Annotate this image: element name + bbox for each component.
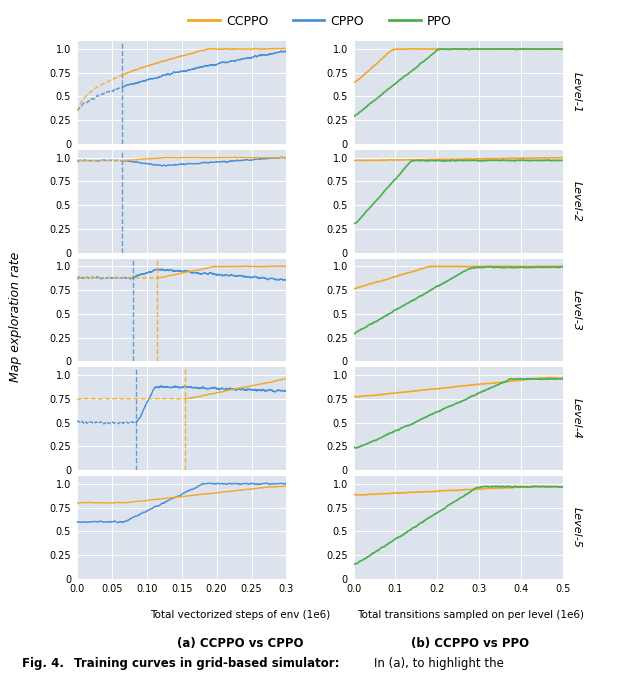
Text: Total vectorized steps of env (1e6): Total vectorized steps of env (1e6) xyxy=(150,610,330,620)
Text: Map exploration rate: Map exploration rate xyxy=(10,251,22,382)
Text: Level-3: Level-3 xyxy=(572,289,582,331)
Text: (a) CCPPO vs CPPO: (a) CCPPO vs CPPO xyxy=(177,637,303,650)
Text: Level-5: Level-5 xyxy=(572,507,582,548)
Legend: CCPPO, CPPO, PPO: CCPPO, CPPO, PPO xyxy=(183,10,457,32)
Text: Fig. 4.: Fig. 4. xyxy=(22,657,65,670)
Text: Level-1: Level-1 xyxy=(572,72,582,113)
Text: Training curves in grid-based simulator:: Training curves in grid-based simulator: xyxy=(74,657,339,670)
Text: Level-4: Level-4 xyxy=(572,398,582,439)
Text: Total transitions sampled on per level (1e6): Total transitions sampled on per level (… xyxy=(357,610,584,620)
Text: In (a), to highlight the: In (a), to highlight the xyxy=(374,657,504,670)
Text: Level-2: Level-2 xyxy=(572,181,582,222)
Text: (b) CCPPO vs PPO: (b) CCPPO vs PPO xyxy=(412,637,529,650)
